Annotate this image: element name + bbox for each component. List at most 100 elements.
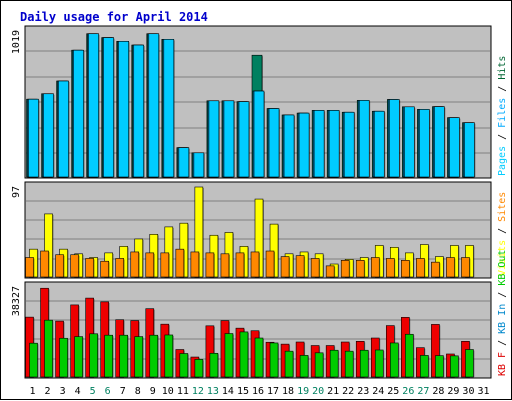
bar-pages <box>268 108 280 178</box>
bar-kbout <box>224 333 234 378</box>
legend-item: / <box>497 334 508 352</box>
legend-item: KB F <box>497 352 508 376</box>
bar-sites <box>115 258 125 278</box>
bar-kbout <box>44 319 53 378</box>
x-tick-label: 21 <box>327 386 339 397</box>
bar-kbout <box>314 352 324 378</box>
bar-kbout <box>29 342 38 378</box>
bar-pages <box>419 109 430 178</box>
bar-pages <box>88 33 99 178</box>
bar-pages <box>313 110 325 178</box>
x-tick-label: 11 <box>177 386 189 397</box>
x-tick-label: 5 <box>90 386 96 397</box>
x-tick-label: 14 <box>222 386 234 397</box>
bar-kbout <box>359 349 369 378</box>
x-tick-label: 25 <box>387 386 399 397</box>
panel-bottom-legend: KB F / KB In / KB Out <box>497 250 508 376</box>
bar-sites <box>431 261 440 278</box>
x-tick-label: 18 <box>282 386 294 397</box>
bar-pages <box>238 101 250 178</box>
bar-pages <box>178 147 190 178</box>
bar-sites <box>295 255 305 278</box>
bar-kbout <box>59 337 68 378</box>
bar-kbout <box>239 331 249 378</box>
legend-item: / <box>497 222 508 240</box>
panel-middle-legend: Visits / Sites <box>497 192 508 276</box>
x-tick-label: 8 <box>135 386 141 397</box>
bar-kbout <box>405 333 414 378</box>
bar-kbout <box>179 353 189 378</box>
bar-pages <box>193 152 205 178</box>
x-tick-label: 3 <box>60 386 66 397</box>
bar-sites <box>385 258 395 278</box>
x-tick-label: 17 <box>267 386 279 397</box>
x-tick-label: 9 <box>150 386 156 397</box>
bar-pages <box>163 39 175 178</box>
bar-sites <box>461 257 470 278</box>
x-tick-label: 13 <box>207 386 219 397</box>
bar-kbout <box>89 333 98 378</box>
legend-item: Pages <box>497 146 508 176</box>
x-tick-label: 26 <box>402 386 414 397</box>
bar-pages <box>253 90 265 178</box>
bar-kbout <box>299 355 309 378</box>
bar-sites <box>265 250 275 278</box>
legend-item: / <box>497 286 508 304</box>
bar-sites <box>100 260 109 278</box>
bar-sites <box>370 257 380 278</box>
bar-pages <box>28 98 39 178</box>
bar-pages <box>148 33 160 178</box>
bar-pages <box>343 111 355 178</box>
bar-sites <box>310 258 320 278</box>
bar-sites <box>401 259 410 278</box>
bar-pages <box>298 112 310 178</box>
bar-sites <box>446 257 455 278</box>
legend-item: Visits <box>497 240 508 276</box>
bar-sites <box>235 252 245 278</box>
bar-kbout <box>149 334 159 378</box>
bar-kbout <box>104 334 113 378</box>
panel-bottom-max-label: 38327 <box>11 286 22 316</box>
x-tick-label: 6 <box>105 386 111 397</box>
bar-sites <box>85 258 94 278</box>
bar-sites <box>40 250 49 278</box>
x-tick-label: 1 <box>30 386 36 397</box>
bar-pages <box>208 100 220 178</box>
bar-kbout <box>194 359 204 378</box>
bar-kbout <box>74 336 83 378</box>
panel-middle-max-label: 97 <box>11 186 22 198</box>
x-tick-label: 19 <box>297 386 309 397</box>
bar-kbout <box>209 352 219 378</box>
bar-sites <box>355 259 365 278</box>
bar-pages <box>434 106 445 178</box>
bar-sites <box>325 265 335 278</box>
chart-title: Daily usage for April 2014 <box>20 10 208 24</box>
bar-pages <box>223 100 235 178</box>
bar-kbout <box>435 355 444 378</box>
x-tick-label: 23 <box>357 386 369 397</box>
bar-sites <box>130 251 140 278</box>
bar-kbout <box>269 342 279 378</box>
bar-pages <box>373 110 385 178</box>
bar-sites <box>250 251 260 278</box>
legend-item: Files <box>497 98 508 128</box>
bar-pages <box>328 110 340 178</box>
legend-item: Sites <box>497 192 508 222</box>
bar-pages <box>43 93 54 178</box>
legend-item: Hits <box>497 56 508 80</box>
bar-kbout <box>344 350 354 378</box>
bar-kbout <box>374 349 384 378</box>
bar-kbout <box>450 355 459 378</box>
x-tick-label: 30 <box>462 386 474 397</box>
bar-kbout <box>420 355 429 378</box>
bar-sites <box>55 254 64 278</box>
x-tick-label: 10 <box>162 386 174 397</box>
legend-item: KB Out <box>497 250 508 286</box>
bar-pages <box>283 114 295 178</box>
bar-kbout <box>389 342 399 378</box>
bar-kbout <box>164 334 174 378</box>
x-tick-label: 29 <box>447 386 459 397</box>
x-tick-label: 16 <box>252 386 264 397</box>
